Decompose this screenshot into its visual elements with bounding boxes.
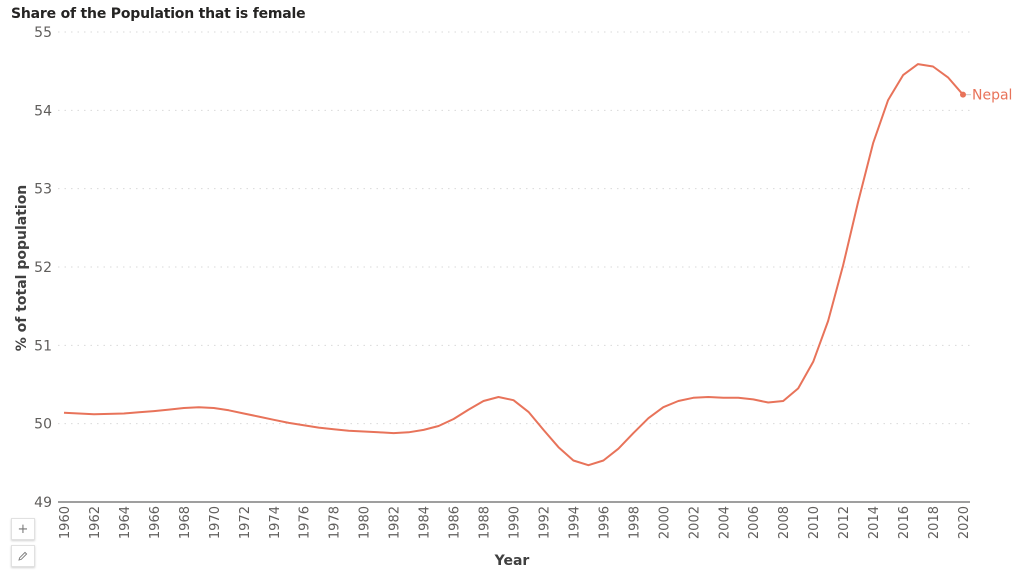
x-tick-label: 2008 — [777, 506, 792, 539]
y-tick-label: 52 — [34, 260, 52, 276]
edit-button[interactable] — [11, 545, 35, 567]
x-tick-label: 2010 — [807, 506, 822, 539]
y-tick-label: 55 — [34, 25, 52, 41]
x-tick-label: 1972 — [238, 506, 253, 539]
y-axis-ticks: 49 50 51 52 53 54 55 — [34, 25, 52, 511]
x-tick-label: 1994 — [567, 506, 582, 539]
x-axis-ticks: 1960 1962 1964 1966 1968 1970 1972 1974 1976 1978… — [58, 506, 972, 539]
x-tick-label: 1980 — [358, 506, 373, 539]
y-tick-label: 51 — [34, 338, 52, 354]
x-tick-label: 2012 — [837, 506, 852, 539]
chart-title: Share of the Population that is female — [11, 6, 306, 22]
gridlines — [58, 31, 970, 425]
x-tick-label: 1976 — [298, 506, 313, 539]
x-tick-label: 1984 — [418, 506, 433, 539]
add-button[interactable]: + — [11, 518, 35, 540]
x-tick-label: 2016 — [897, 506, 912, 539]
y-tick-label: 50 — [34, 417, 52, 433]
x-tick-label: 1968 — [178, 506, 193, 539]
x-tick-label: 1974 — [268, 506, 283, 539]
x-tick-label: 1996 — [597, 506, 612, 539]
plus-icon: + — [17, 521, 29, 537]
x-tick-label: 1986 — [448, 506, 463, 539]
pencil-icon — [18, 551, 28, 561]
x-tick-label: 1990 — [508, 506, 523, 539]
y-tick-label: 54 — [34, 103, 52, 119]
series-label: Nepal — [972, 88, 1012, 104]
y-axis-label: % of total population — [14, 185, 30, 352]
x-tick-label: 1960 — [58, 506, 73, 539]
x-tick-label: 2000 — [657, 506, 672, 539]
x-tick-label: 2002 — [687, 506, 702, 539]
x-tick-label: 2004 — [717, 506, 732, 539]
x-tick-label: 2006 — [747, 506, 762, 539]
x-tick-label: 1962 — [88, 506, 103, 539]
x-axis-label: Year — [494, 553, 530, 569]
x-tick-label: 1978 — [328, 506, 343, 539]
x-tick-label: 1982 — [388, 506, 403, 539]
x-tick-label: 1988 — [478, 506, 493, 539]
x-tick-label: 2020 — [957, 506, 972, 539]
x-tick-label: 1966 — [148, 506, 163, 539]
series-end-marker[interactable] — [960, 91, 966, 98]
y-tick-label: 53 — [34, 182, 52, 198]
y-tick-label: 49 — [34, 495, 52, 511]
series-nepal[interactable]: Nepal — [63, 63, 1012, 467]
x-tick-label: 1970 — [208, 506, 223, 539]
x-tick-label: 1998 — [627, 506, 642, 539]
x-tick-label: 1964 — [118, 506, 133, 539]
x-tick-label: 2014 — [867, 506, 882, 539]
x-tick-label: 1992 — [537, 506, 552, 539]
x-tick-label: 2018 — [927, 506, 942, 539]
series-line[interactable] — [63, 63, 964, 467]
